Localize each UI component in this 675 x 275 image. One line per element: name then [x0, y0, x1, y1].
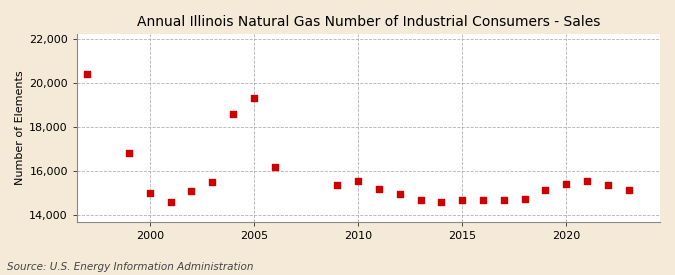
Text: Source: U.S. Energy Information Administration: Source: U.S. Energy Information Administ… [7, 262, 253, 272]
Point [82, 72, 92, 76]
Point [561, 182, 572, 186]
Point [498, 197, 509, 202]
Point [624, 188, 634, 192]
Point [227, 111, 238, 116]
Y-axis label: Number of Elements: Number of Elements [15, 71, 25, 185]
Point [436, 200, 447, 204]
Point [269, 164, 280, 169]
Point [540, 188, 551, 192]
Point [332, 183, 343, 188]
Point [394, 192, 405, 196]
Point [124, 151, 134, 156]
Point [144, 191, 155, 195]
Point [478, 197, 489, 202]
Point [186, 189, 197, 193]
Point [207, 180, 218, 184]
Point [582, 179, 593, 183]
Point [519, 196, 530, 201]
Point [457, 197, 468, 202]
Point [415, 197, 426, 202]
Point [603, 183, 614, 188]
Point [373, 186, 384, 191]
Point [248, 96, 259, 100]
Point [352, 179, 363, 183]
Point [165, 200, 176, 204]
Title: Annual Illinois Natural Gas Number of Industrial Consumers - Sales: Annual Illinois Natural Gas Number of In… [137, 15, 600, 29]
